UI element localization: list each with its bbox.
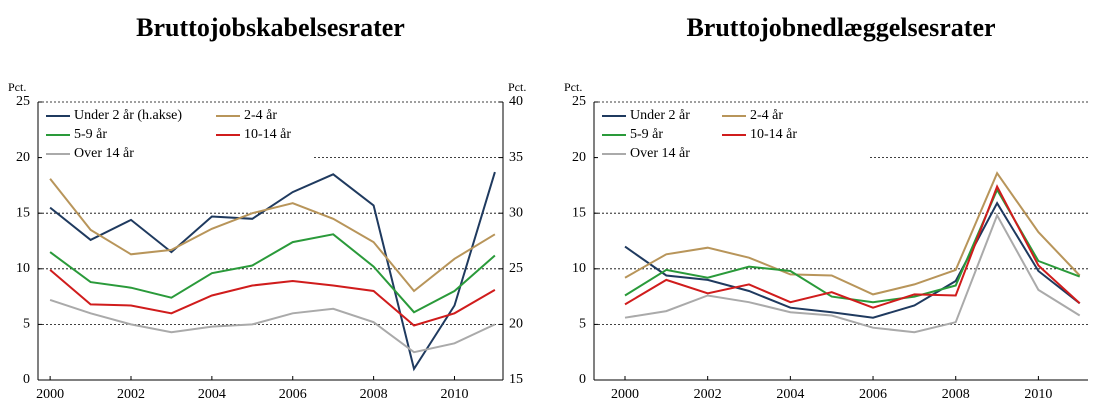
y-tick-label: 5 xyxy=(579,317,586,332)
y-tick-label: 15 xyxy=(572,205,586,220)
x-tick-label: 2010 xyxy=(1024,387,1052,402)
x-tick-label: 2008 xyxy=(360,387,388,402)
y2-tick-label: 15 xyxy=(509,372,523,387)
legend-label: 5-9 år xyxy=(74,127,107,142)
y-tick-label: 10 xyxy=(572,261,586,276)
y-tick-label: 25 xyxy=(16,94,30,109)
y2-tick-label: 30 xyxy=(509,205,523,220)
x-tick-label: 2008 xyxy=(942,387,970,402)
legend-label: Over 14 år xyxy=(630,146,690,161)
series-line xyxy=(624,213,1081,334)
y-axis-label: Pct. xyxy=(564,80,582,94)
legend-label: 10-14 år xyxy=(750,127,797,142)
series-line xyxy=(624,184,1081,309)
y-tick-label: 25 xyxy=(572,94,586,109)
legend-label: 2-4 år xyxy=(244,108,277,123)
x-tick-label: 2004 xyxy=(198,387,226,402)
y2-tick-label: 35 xyxy=(509,150,523,165)
y-tick-label: 20 xyxy=(16,150,30,165)
x-tick-label: 2000 xyxy=(36,387,64,402)
x-tick-label: 2002 xyxy=(694,387,722,402)
y-tick-label: 20 xyxy=(572,150,586,165)
legend-label: Over 14 år xyxy=(74,146,134,161)
y2-tick-label: 25 xyxy=(509,261,523,276)
y-axis-label: Pct. xyxy=(8,80,26,94)
x-tick-label: 2000 xyxy=(611,387,639,402)
legend-box xyxy=(42,106,312,164)
y-tick-label: 5 xyxy=(23,317,30,332)
legend-label: 2-4 år xyxy=(750,108,783,123)
y2-tick-label: 20 xyxy=(509,317,523,332)
legend-label: 10-14 år xyxy=(244,127,291,142)
series-line xyxy=(624,201,1081,319)
series-line xyxy=(49,178,496,293)
y-tick-label: 0 xyxy=(23,372,30,387)
x-tick-label: 2010 xyxy=(440,387,468,402)
x-tick-label: 2002 xyxy=(117,387,145,402)
legend-label: 5-9 år xyxy=(630,127,663,142)
y2-axis-label: Pct. xyxy=(508,80,526,94)
chart-title: Bruttojobnedlæggelsesrater xyxy=(686,13,995,42)
series-line xyxy=(49,298,496,354)
y2-tick-label: 40 xyxy=(509,94,523,109)
series-line xyxy=(49,171,496,372)
y-tick-label: 10 xyxy=(16,261,30,276)
chart-title: Bruttojobskabelsesrater xyxy=(136,13,405,42)
x-tick-label: 2004 xyxy=(776,387,804,402)
series-line xyxy=(624,171,1081,296)
x-tick-label: 2006 xyxy=(279,387,307,402)
series-line xyxy=(49,269,496,327)
legend-label: Under 2 år (h.akse) xyxy=(74,108,182,123)
y-tick-label: 0 xyxy=(579,372,586,387)
x-tick-label: 2006 xyxy=(859,387,887,402)
legend-label: Under 2 år xyxy=(630,108,690,123)
y-tick-label: 15 xyxy=(16,205,30,220)
series-line xyxy=(49,233,496,314)
